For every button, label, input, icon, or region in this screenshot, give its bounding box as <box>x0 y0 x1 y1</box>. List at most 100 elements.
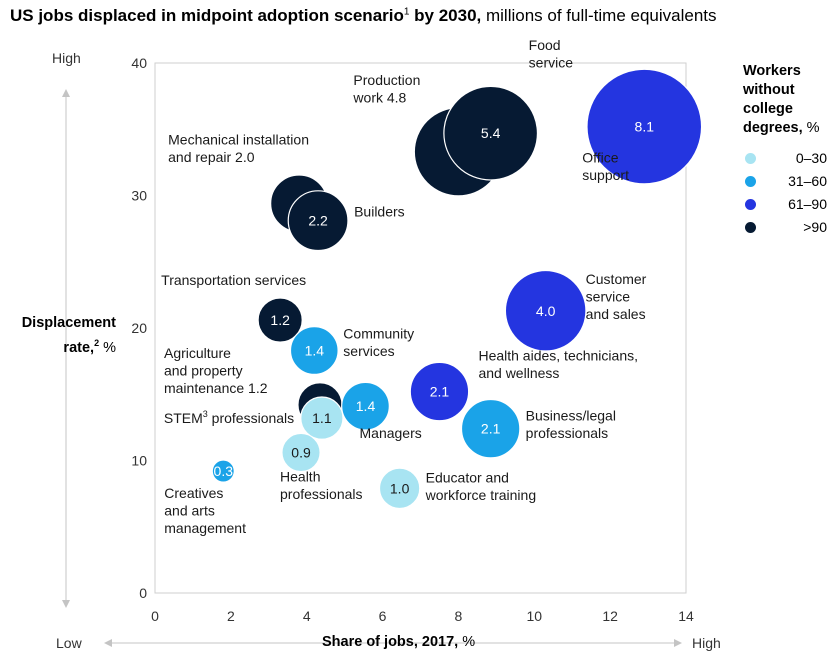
bubble-value-14: 0.3 <box>214 463 234 479</box>
bubble-value-1: 5.4 <box>481 125 501 141</box>
y-high-label: High <box>52 50 81 66</box>
bubble-label-15: Educator and <box>426 469 509 485</box>
bubble-value-11: 1.1 <box>312 410 332 426</box>
bubble-label-0: work 4.8 <box>352 89 406 105</box>
y-axis-title: Displacement rate,2 % <box>10 313 116 358</box>
x-tick-label: 2 <box>227 608 235 624</box>
legend-label: 0–30 <box>795 150 827 166</box>
bubble-12 <box>460 398 521 459</box>
legend-title-line-4: degrees, <box>743 120 803 136</box>
bubble-label-11: STEM3 professionals <box>164 409 294 426</box>
y-axis-footnote: 2 <box>94 338 100 348</box>
y-arrow-down-head <box>62 600 70 608</box>
legend-title-line-2: without <box>743 82 795 98</box>
legend-swatch <box>745 222 756 233</box>
y-tick-label: 40 <box>131 55 147 71</box>
x-tick-label: 10 <box>526 608 542 624</box>
x-tick-label: 4 <box>303 608 311 624</box>
bubble-label-14: and arts <box>164 503 215 519</box>
bubble-value-5: 1.2 <box>270 312 290 328</box>
x-arrow-right-head <box>674 639 682 647</box>
bubble-13 <box>281 432 321 473</box>
bubble-label-9: Agriculture <box>164 345 231 361</box>
bubble-label-2: support <box>582 167 629 183</box>
bubble-value-13: 0.9 <box>291 445 311 461</box>
bubble-1 <box>443 85 539 181</box>
axes-group: 0 2 4 6 8 10 12 14 0 10 20 30 40 <box>62 55 694 647</box>
bubble-4 <box>287 190 349 252</box>
x-tick-label: 8 <box>455 608 463 624</box>
x-tick-label: 14 <box>678 608 694 624</box>
legend-label: 31–60 <box>788 173 827 189</box>
bubble-label-12: professionals <box>526 425 609 441</box>
bubble-label-15: workforce training <box>425 487 537 503</box>
legend-item-over-90: >90 <box>745 219 827 237</box>
y-tick-label: 0 <box>139 585 147 601</box>
bubble-6 <box>289 326 339 375</box>
bubble-value-6: 1.4 <box>305 343 325 359</box>
bubble-15 <box>378 467 421 510</box>
x-tick-label: 6 <box>379 608 387 624</box>
x-tick-label: 12 <box>602 608 618 624</box>
bubble-label-5: Transportation services <box>161 272 306 288</box>
bubble-label-4: Builders <box>354 204 405 220</box>
x-tick-label: 0 <box>151 608 159 624</box>
bubble-label-9: maintenance 1.2 <box>164 380 268 396</box>
bubble-value-12: 2.1 <box>481 421 501 437</box>
bubble-value-8: 2.1 <box>430 384 450 400</box>
bubble-label-6: Community <box>343 326 414 342</box>
bubble-label-8: and wellness <box>478 365 559 381</box>
bubble-value-10: 1.4 <box>356 398 376 414</box>
legend-title-line-1: Workers <box>743 63 801 79</box>
legend-swatch <box>745 153 756 164</box>
legend-title-line-3: college <box>743 101 793 117</box>
bubble-label-7: and sales <box>586 306 646 322</box>
legend-item-31-60: 31–60 <box>745 173 827 191</box>
bubble-label-1: Food <box>529 37 561 53</box>
y-tick-label: 10 <box>131 453 147 469</box>
y-axis-title-bold: Displacement rate, <box>21 315 116 356</box>
bubbles-group: 5.4 8.1 2.2 1.2 1.4 4.0 2.1 1.4 1.1 2.1 0.9 0.3 1.0 <box>211 68 703 510</box>
legend-swatch <box>745 176 756 187</box>
bubble-11 <box>300 396 344 440</box>
legend-label: 61–90 <box>788 196 827 212</box>
bubble-7 <box>504 269 587 352</box>
bubble-14 <box>211 459 235 483</box>
bubble-label-14: Creatives <box>164 485 223 501</box>
y-arrow-up-head <box>62 89 70 97</box>
bubble-label-7: service <box>586 288 631 304</box>
chart-title: US jobs displaced in midpoint adoption s… <box>10 6 717 26</box>
bubble-label-1: service <box>529 55 574 71</box>
bubble-label-6: services <box>343 343 394 359</box>
bubble-label-3: and repair 2.0 <box>168 149 255 165</box>
bubble-label-3: Mechanical installation <box>168 131 309 147</box>
legend-item-61-90: 61–90 <box>745 196 827 214</box>
bubble-label-2: Office <box>582 150 619 166</box>
bubble-label-12: Business/legal <box>526 408 616 424</box>
bubble-label-13: Health <box>280 469 320 485</box>
bubble-2 <box>586 68 703 185</box>
title-footnote: 1 <box>403 6 410 18</box>
y-axis-unit: % <box>99 339 116 356</box>
plot-frame <box>154 62 687 594</box>
bubble-value-7: 4.0 <box>536 303 556 319</box>
bubble-10 <box>341 381 390 431</box>
x-low-label: Low <box>56 635 82 651</box>
bubble-value-2: 8.1 <box>635 119 655 135</box>
title-bold-suffix: by 2030, <box>409 6 482 25</box>
bubble-label-10: Managers <box>360 425 422 441</box>
x-arrow-left-head <box>104 639 112 647</box>
title-bold: US jobs displaced in midpoint adoption s… <box>10 6 404 25</box>
bubble-label-14: management <box>164 520 246 536</box>
bubble-8 <box>409 361 470 422</box>
y-tick-label: 30 <box>131 188 147 204</box>
x-high-label: High <box>692 635 721 651</box>
legend-swatch <box>745 199 756 210</box>
x-axis-unit: % <box>458 634 476 650</box>
x-axis-title: Share of jobs, 2017, % <box>322 634 475 650</box>
bubble-label-9: and property <box>164 362 243 378</box>
legend-label: >90 <box>803 219 827 235</box>
y-tick-label: 20 <box>131 320 147 336</box>
bubble-label-7: Customer <box>586 271 647 287</box>
